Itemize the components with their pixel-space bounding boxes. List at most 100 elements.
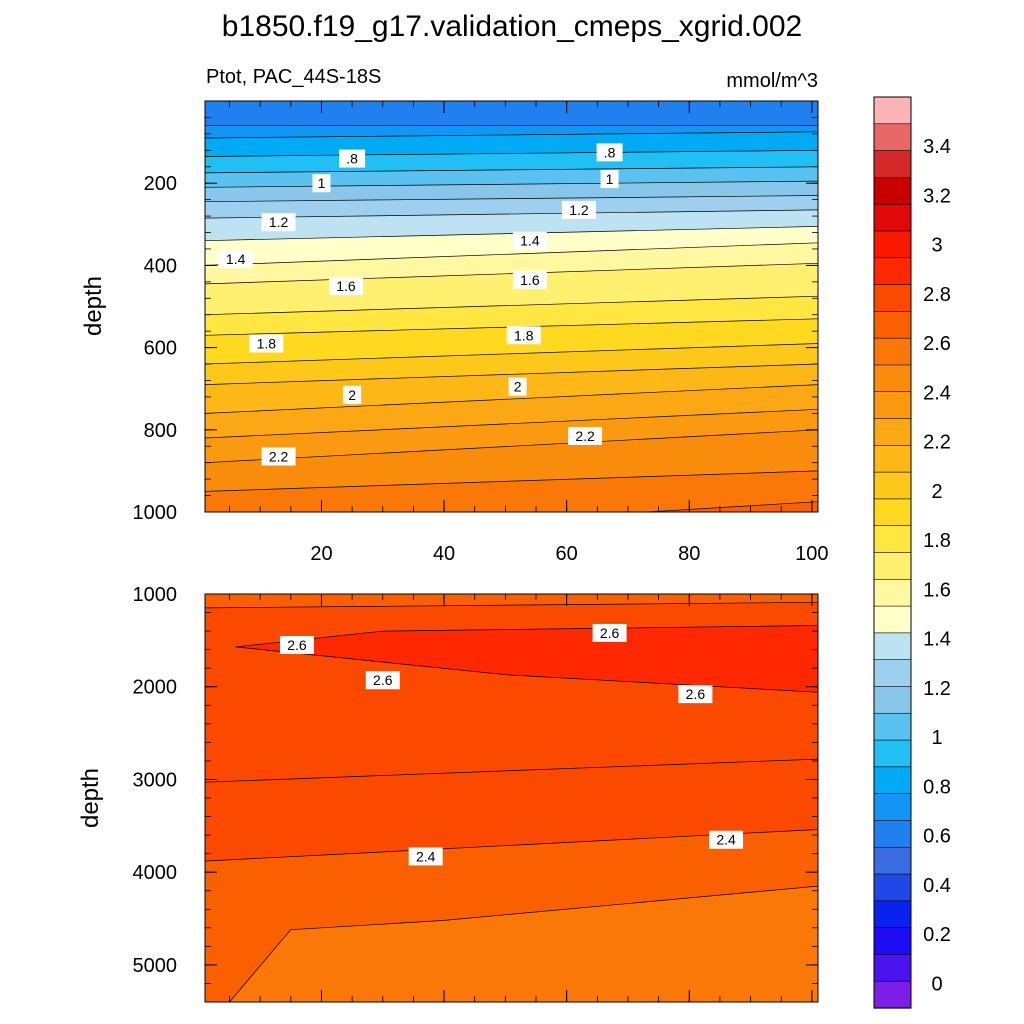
contour-label-box (512, 270, 547, 289)
colorbar-swatch (873, 471, 912, 500)
colorbar-swatch (873, 203, 912, 232)
colorbar-swatch (873, 846, 912, 875)
x-tick-label: 40 (433, 543, 455, 565)
colorbar-swatch (873, 980, 912, 1009)
contour-line (646, 501, 818, 512)
contour-line (205, 242, 818, 266)
colorbar-tick-label: 0 (931, 973, 942, 995)
colorbar-frame (873, 96, 912, 1009)
contour-line (229, 885, 818, 1002)
colorbar-swatch (873, 230, 912, 259)
colorbar-swatch (873, 364, 912, 393)
contour-band (235, 625, 818, 693)
colorbar-tick-label: 3.2 (923, 186, 951, 208)
contour-line (205, 408, 818, 439)
colorbar-tick-label: 2.8 (923, 284, 951, 306)
upper-panel: .8 .8 1 1 1.2 1.2 1.4 1.4 1.6 1.6 1.8 1.8 2 2 2.2 2.2 20… (133, 100, 829, 565)
x-tick-label: 80 (678, 543, 700, 565)
contour-label-box (506, 326, 541, 345)
y-tick-label: 200 (144, 173, 177, 195)
contour-line (205, 429, 818, 464)
contour-label-box (592, 623, 627, 642)
y-tick-label: 2000 (133, 677, 178, 699)
y-tick-label: 1000 (133, 502, 178, 524)
contour-label-box (343, 385, 362, 404)
colorbar-swatch (873, 578, 912, 607)
x-tick-label: 20 (310, 543, 332, 565)
colorbar-swatch (873, 257, 912, 286)
contour-label-box (678, 685, 713, 704)
colorbar-swatch (873, 954, 912, 982)
colorbar-swatch (873, 150, 912, 178)
contour-line (205, 195, 818, 203)
contour-label-box (508, 377, 527, 396)
contour-label-box (600, 170, 619, 189)
chart-title: b1850.f19_g17.validation_cmeps_xgrid.002 (222, 10, 802, 43)
colorbar-tick-label: 0.2 (923, 924, 951, 946)
contour-line (205, 166, 818, 174)
colorbar-swatch (873, 123, 912, 152)
colorbar-swatch (873, 820, 912, 848)
colorbar-swatch (873, 632, 912, 661)
contour-label: 1.6 (336, 278, 356, 294)
ylabel-lower: depth (77, 768, 104, 828)
contour-line (205, 149, 818, 157)
colorbar-tick-label: 2.2 (923, 432, 951, 454)
contour-label: .8 (346, 151, 358, 167)
contour-label: 2.6 (287, 637, 307, 653)
y-tick-label: 600 (144, 338, 177, 360)
colorbar-swatch (873, 739, 912, 768)
contour-label-box (312, 174, 331, 193)
colorbar-swatch (873, 498, 912, 527)
contour-label-box (218, 250, 253, 269)
contour-line (205, 758, 818, 783)
colorbar-tick-label: 1.2 (923, 678, 951, 700)
colorbar-swatch (873, 873, 912, 902)
contour-band (229, 886, 818, 1002)
contour-label-box (261, 213, 296, 232)
lower-panel: 2.6 2.6 2.6 2.6 2.4 2.4 1000 2000 3000 4000 5000 (133, 584, 819, 1003)
contour-label-box (568, 426, 603, 445)
colorbar-swatch (873, 793, 912, 822)
contour-label: 2.2 (575, 428, 595, 444)
plot-frame (204, 100, 819, 513)
colorbar-swatch (873, 284, 912, 312)
colorbar: 0 0.2 0.4 0.6 0.8 1 1.2 1.4 1.6 1.8 2 2.2 2.4 2.6 2.8 3… (873, 96, 951, 1009)
colorbar-tick-label: 1.4 (923, 629, 951, 651)
colorbar-tick-label: 3 (931, 235, 942, 257)
contour-label-box (249, 334, 284, 353)
colorbar-tick-label: 0.8 (923, 776, 951, 798)
colorbar-tick-label: 2 (931, 481, 942, 503)
colorbar-swatch (873, 391, 912, 420)
contour-line (235, 625, 818, 693)
y-tick-label: 800 (144, 420, 177, 442)
colorbar-tick-label: 2.6 (923, 333, 951, 355)
colorbar-swatch (873, 552, 912, 580)
contour-label: 1.8 (514, 327, 534, 343)
contour-label-box (512, 231, 547, 250)
contour-line (205, 180, 818, 188)
y-tick-label: 1000 (133, 584, 178, 606)
contour-line (205, 209, 818, 219)
colorbar-swatch (873, 96, 912, 125)
contour-label: .8 (604, 144, 616, 160)
x-tick-label: 60 (556, 543, 578, 565)
contour-line (205, 384, 818, 414)
contour-label-box (408, 847, 443, 866)
contour-line (205, 470, 818, 492)
contour-label-box (596, 143, 623, 162)
subtitle-right: mmol/m^3 (726, 70, 818, 92)
contour-label: 1 (318, 175, 326, 191)
contour-label-box (279, 636, 314, 654)
ylabel-upper: depth (80, 276, 107, 336)
contour-line (205, 131, 818, 139)
contour-label: 1.8 (257, 335, 277, 351)
contour-label-box (339, 149, 366, 168)
contour-label: 2.6 (686, 686, 706, 702)
contour-label: 2 (348, 387, 356, 403)
colorbar-tick-label: 2.4 (923, 383, 951, 405)
y-tick-label: 5000 (133, 955, 178, 977)
colorbar-swatch (873, 605, 912, 634)
subtitle-left: Ptot, PAC_44S-18S (206, 66, 381, 88)
